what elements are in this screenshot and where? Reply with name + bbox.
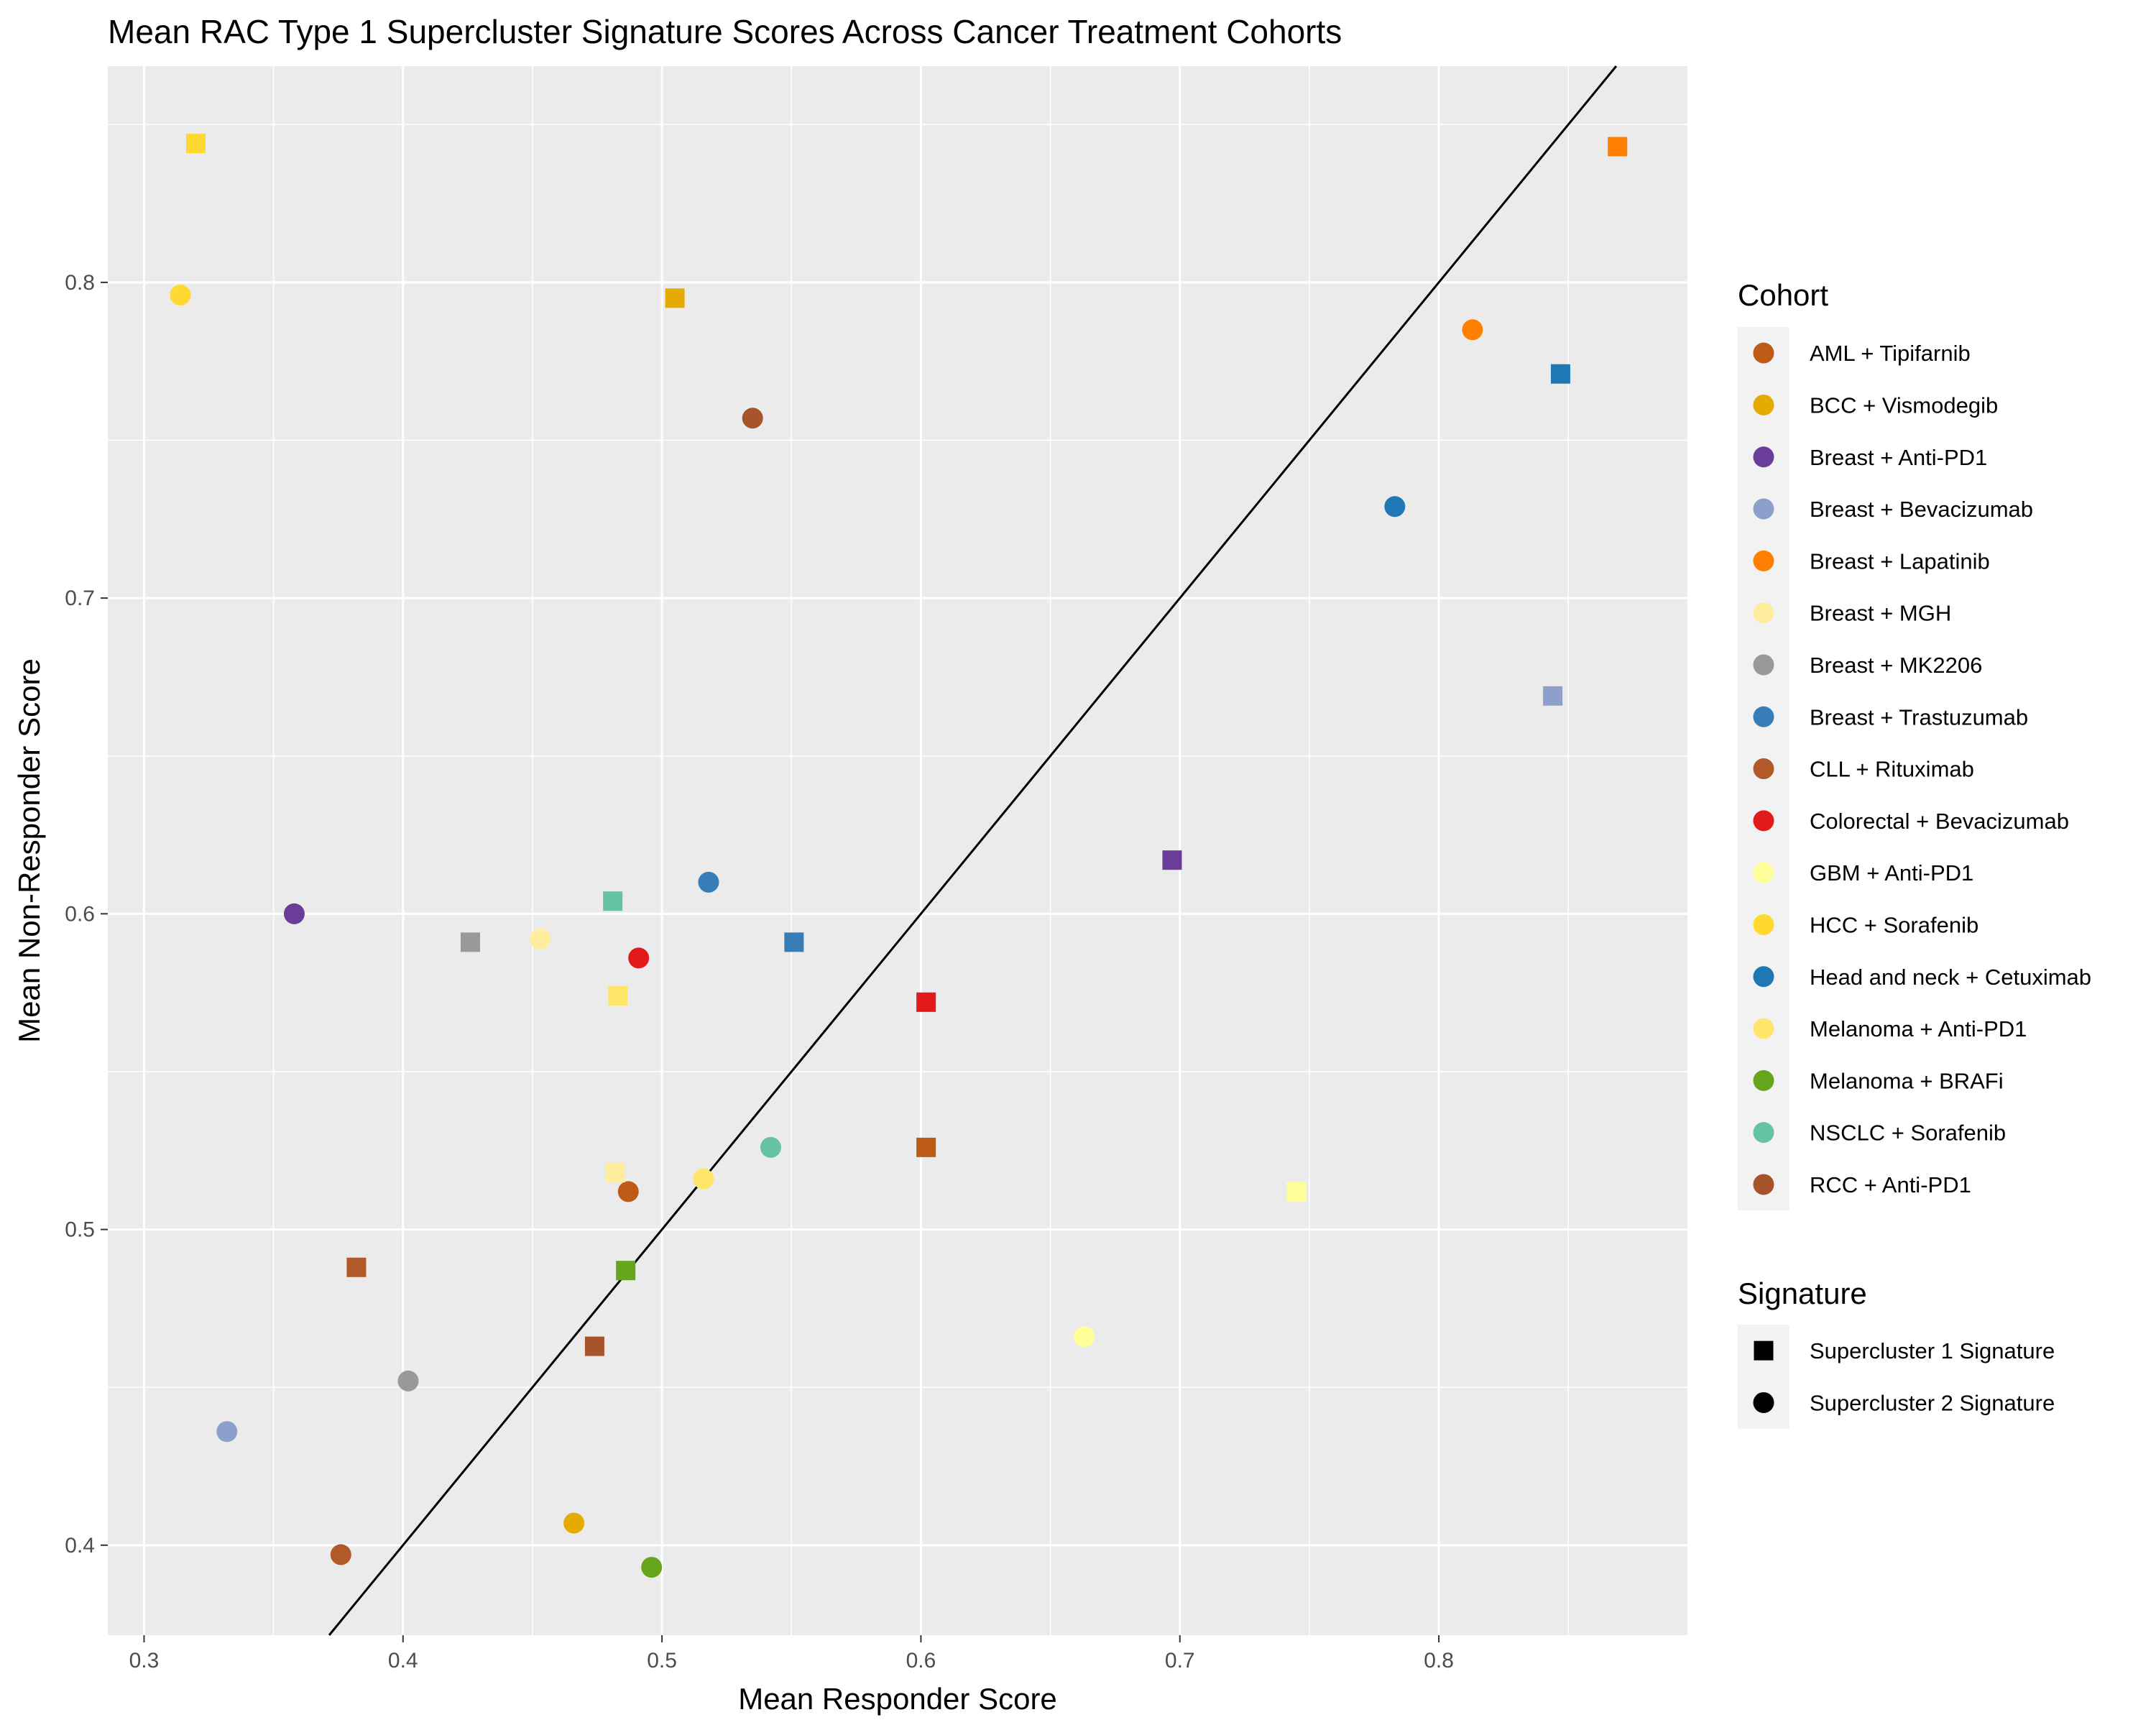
data-point-square xyxy=(1608,137,1628,157)
data-point-circle xyxy=(742,408,763,429)
legend-cohort-label: BCC + Vismodegib xyxy=(1810,392,1998,418)
legend-signature-label: Supercluster 2 Signature xyxy=(1810,1390,2055,1415)
plot-panel xyxy=(108,66,1687,1635)
legend-cohort-swatch xyxy=(1753,602,1774,624)
legend-cohort-swatch xyxy=(1753,1122,1774,1144)
data-point-circle xyxy=(628,947,650,969)
legend-cohort-swatch xyxy=(1753,446,1774,468)
data-point-square xyxy=(460,932,480,952)
data-point-circle xyxy=(530,928,551,949)
data-point-square xyxy=(916,992,936,1012)
legend-cohort-label: Melanoma + BRAFi xyxy=(1810,1068,2004,1093)
legend-square-symbol xyxy=(1754,1340,1774,1361)
data-point-square xyxy=(584,1336,604,1356)
legend-cohort-items: AML + Tipifarnib BCC + Vismodegib Breast +… xyxy=(1753,341,2091,1197)
data-point-circle xyxy=(641,1557,663,1578)
legend-cohort-swatch xyxy=(1753,966,1774,988)
data-point-square xyxy=(186,134,206,154)
legend-cohort-swatch xyxy=(1753,654,1774,676)
y-tick-label: 0.7 xyxy=(65,586,95,610)
legend-cohort-swatch xyxy=(1753,706,1774,727)
y-axis-label: Mean Non-Responder Score xyxy=(12,658,46,1043)
x-axis-label: Mean Responder Score xyxy=(738,1682,1057,1716)
legend-cohort-swatch xyxy=(1753,914,1774,935)
data-points xyxy=(170,134,1628,1578)
data-point-circle xyxy=(760,1136,781,1158)
x-tick-label: 0.7 xyxy=(1165,1649,1195,1673)
data-point-circle xyxy=(170,284,191,305)
legend-signature-title: Signature xyxy=(1738,1276,1867,1310)
data-point-square xyxy=(1162,850,1182,870)
legend-cohort-label: HCC + Sorafenib xyxy=(1810,912,1978,937)
y-tick-label: 0.8 xyxy=(65,271,95,295)
data-point-square xyxy=(605,1163,625,1183)
data-point-circle xyxy=(1462,319,1483,341)
data-point-square xyxy=(616,1261,636,1281)
legend-cohort-swatch xyxy=(1753,810,1774,832)
legend-cohort-swatch xyxy=(1753,1174,1774,1195)
data-point-square xyxy=(603,891,623,911)
legend-circle-symbol xyxy=(1753,1392,1774,1413)
axis-ticks: 0.3 0.4 0.5 0.6 0.7 0.8 0.4 0.5 0.6 0.7 0.8 xyxy=(65,271,1454,1673)
x-tick-label: 0.4 xyxy=(388,1649,418,1673)
legend-cohort-swatch xyxy=(1753,1070,1774,1091)
legend-cohort-swatch xyxy=(1753,498,1774,520)
y-tick-label: 0.4 xyxy=(65,1534,95,1558)
legend-cohort-label: Colorectal + Bevacizumab xyxy=(1810,809,2069,834)
legend-cohort-swatch xyxy=(1753,1018,1774,1039)
legend: Cohort AML + Tipifarnib BCC + Vismodegib B… xyxy=(1738,278,2091,1429)
data-point-circle xyxy=(216,1421,238,1443)
legend-cohort-label: AML + Tipifarnib xyxy=(1810,341,1971,366)
legend-cohort-label: Melanoma + Anti-PD1 xyxy=(1810,1016,2027,1041)
data-point-square xyxy=(608,986,628,1006)
x-tick-label: 0.5 xyxy=(647,1649,677,1673)
legend-cohort-label: Breast + MK2206 xyxy=(1810,653,1982,678)
data-point-circle xyxy=(617,1181,639,1202)
data-point-circle xyxy=(283,903,305,924)
legend-cohort-swatch xyxy=(1753,342,1774,364)
x-tick-label: 0.8 xyxy=(1424,1649,1454,1673)
data-point-circle xyxy=(563,1512,585,1534)
legend-cohort-label: Breast + Bevacizumab xyxy=(1810,497,2033,522)
legend-cohort-label: Head and neck + Cetuximab xyxy=(1810,965,2091,990)
legend-cohort-label: NSCLC + Sorafenib xyxy=(1810,1121,2006,1146)
data-point-circle xyxy=(698,871,719,893)
data-point-square xyxy=(916,1137,936,1157)
legend-cohort-title: Cohort xyxy=(1738,278,1828,312)
identity-reference-line xyxy=(328,65,1618,1636)
legend-cohort-label: RCC + Anti-PD1 xyxy=(1810,1172,1971,1197)
legend-cohort-label: Breast + Anti-PD1 xyxy=(1810,445,1987,470)
legend-cohort-swatch xyxy=(1753,758,1774,780)
legend-signature-label: Supercluster 1 Signature xyxy=(1810,1338,2055,1363)
x-tick-label: 0.6 xyxy=(906,1649,936,1673)
data-point-square xyxy=(665,288,685,308)
legend-cohort-swatch xyxy=(1753,550,1774,571)
data-point-circle xyxy=(693,1168,714,1190)
x-tick-label: 0.3 xyxy=(129,1649,160,1673)
y-tick-label: 0.5 xyxy=(65,1218,95,1242)
legend-cohort-swatch xyxy=(1753,394,1774,415)
data-point-circle xyxy=(397,1370,419,1392)
data-point-square xyxy=(1543,686,1563,706)
data-point-square xyxy=(784,932,804,952)
chart-title: Mean RAC Type 1 Supercluster Signature S… xyxy=(108,13,1342,50)
data-point-circle xyxy=(1073,1326,1095,1348)
legend-cohort-label: Breast + Trastuzumab xyxy=(1810,704,2028,730)
data-point-square xyxy=(346,1257,367,1277)
data-point-square xyxy=(1550,364,1570,384)
legend-cohort-label: Breast + MGH xyxy=(1810,601,1951,626)
y-tick-label: 0.6 xyxy=(65,902,95,926)
data-point-circle xyxy=(1384,496,1406,518)
data-point-square xyxy=(1286,1182,1307,1202)
legend-signature-items: Supercluster 1 Signature Supercluster 2 S… xyxy=(1753,1338,2055,1415)
legend-cohort-label: Breast + Lapatinib xyxy=(1810,548,1990,574)
data-point-circle xyxy=(330,1544,351,1565)
legend-cohort-swatch xyxy=(1753,862,1774,883)
legend-cohort-label: CLL + Rituximab xyxy=(1810,757,1974,782)
legend-cohort-label: GBM + Anti-PD1 xyxy=(1810,860,1973,886)
